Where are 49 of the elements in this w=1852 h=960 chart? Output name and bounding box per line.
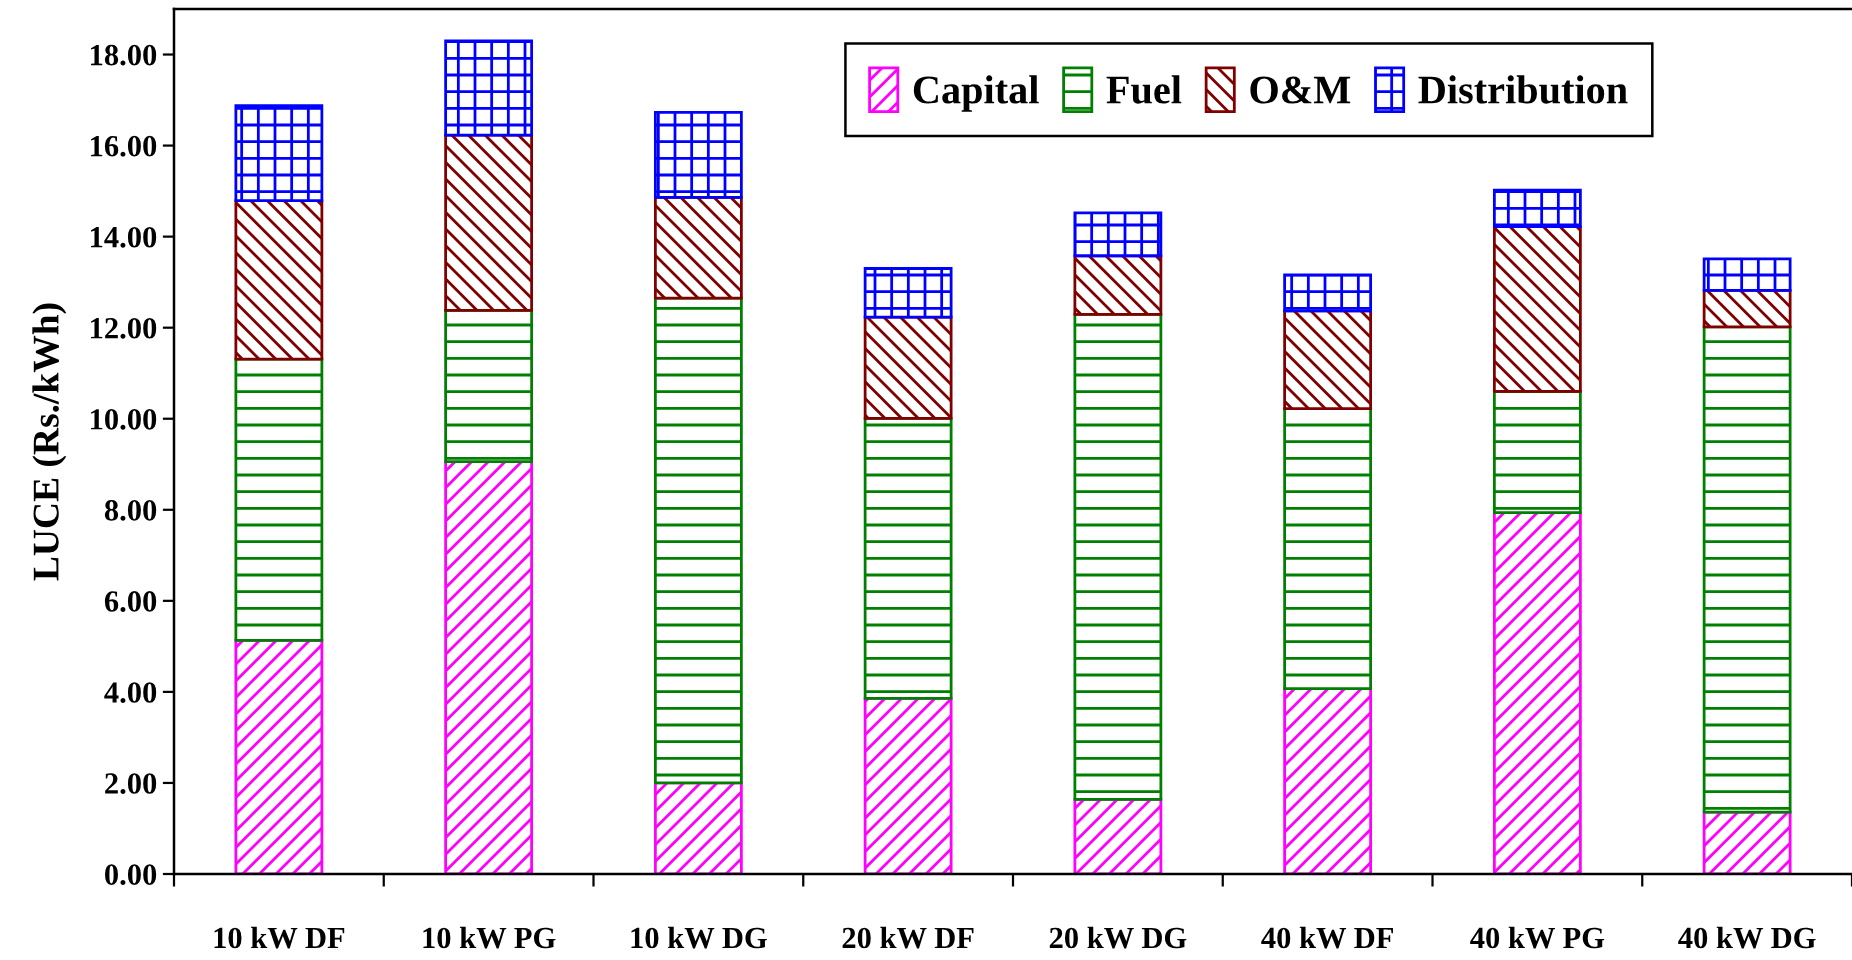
y-tick-label: 0.00 (105, 864, 157, 886)
y-tick-label: 16.00 (91, 135, 157, 157)
bar (653, 110, 743, 199)
bar (1492, 511, 1582, 874)
y-tick-label: 6.00 (104, 591, 157, 612)
legend-label: Fuel (1106, 75, 1182, 104)
x-tick-label: 10 kW DF (214, 926, 345, 949)
bar (234, 639, 324, 874)
bar (1073, 211, 1163, 258)
legend-label: Capital (913, 75, 1039, 112)
x-tick-label: 20 kW DG (1049, 926, 1187, 949)
bar (1283, 687, 1373, 874)
bar (1702, 257, 1792, 292)
y-axis-title: LUCE (Rs./kWh) (32, 303, 67, 581)
bar (444, 460, 534, 874)
bar (234, 104, 324, 203)
bar (1702, 810, 1792, 874)
bar (653, 296, 743, 785)
y-tick-label: 14.00 (91, 226, 157, 248)
bar (1702, 325, 1792, 814)
bar (653, 781, 743, 874)
x-tick-label: 40 kW DF (1261, 926, 1393, 949)
bar (234, 357, 324, 642)
y-tick-label: 4.00 (104, 682, 157, 703)
bar (863, 267, 953, 319)
y-tick-label: 12.00 (91, 317, 157, 339)
y-tick-label: 8.00 (104, 500, 157, 521)
x-tick-label: 20 kW DF (842, 926, 974, 949)
legend-label: Distribution (1418, 75, 1628, 104)
bar (1073, 254, 1163, 316)
bar (1492, 390, 1582, 514)
bar (653, 196, 743, 300)
bar (444, 133, 534, 312)
y-tick-label: 18.00 (91, 44, 157, 66)
bar (1283, 273, 1373, 313)
bar (444, 39, 534, 137)
y-tick-label: 10.00 (91, 409, 157, 430)
y-tick-label: 2.00 (105, 773, 157, 794)
bar (1492, 188, 1582, 229)
legend-label: O&M (1250, 76, 1351, 104)
bar (234, 199, 324, 361)
bar (1492, 225, 1582, 393)
x-tick-label: 10 kW DG (631, 926, 767, 949)
bar (1283, 309, 1373, 411)
x-tick-label: 40 kW DG (1678, 926, 1816, 949)
bar (1073, 313, 1163, 801)
x-tick-label: 10 kW PG (423, 926, 556, 949)
bar (1283, 407, 1373, 691)
x-tick-label: 40 kW PG (1470, 926, 1605, 949)
